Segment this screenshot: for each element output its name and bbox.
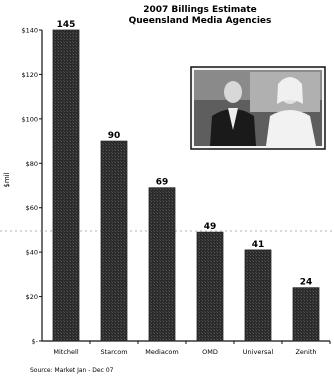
source-note: Source: Market Jan - Dec 07 [30, 367, 114, 374]
inset-photo [190, 66, 326, 150]
chart-title-line2: Queensland Media Agencies [129, 16, 272, 26]
bar [196, 231, 224, 342]
category-label: Starcom [100, 348, 127, 356]
y-tick-label: $60 [26, 204, 38, 212]
bars [52, 29, 320, 342]
y-axis-label: $mil [3, 172, 11, 187]
bar-value-label: 41 [252, 240, 265, 250]
bar-value-label: 145 [57, 20, 76, 30]
bar-value-label: 24 [300, 278, 313, 288]
y-tick-label: $- [32, 338, 39, 346]
bar-value-label: 49 [204, 222, 217, 232]
bar [244, 249, 272, 342]
y-tick-label: $100 [21, 115, 38, 123]
y-tick-label: $20 [26, 293, 38, 301]
y-tick-label: $120 [21, 71, 38, 79]
category-label: Mediacom [145, 348, 178, 356]
y-tick-label: $40 [26, 249, 38, 257]
labels: 145 Mitchell 90 Starcom 69 Mediacom 49 OMD 41 Uni… [53, 20, 316, 356]
bar [100, 140, 128, 342]
chart-title-line1: 2007 Billings Estimate [143, 5, 256, 15]
bar-value-label: 69 [156, 178, 169, 188]
axes: $- $20 $40 $60 $80 $100 $120 $140 [21, 27, 331, 346]
category-label: Mitchell [53, 348, 78, 356]
category-label: Zenith [295, 348, 316, 356]
bar [292, 287, 320, 342]
people-photo-icon [210, 77, 316, 146]
bar-value-label: 90 [108, 131, 121, 141]
bar [148, 187, 176, 342]
bar [52, 29, 80, 342]
y-tick-label: $140 [21, 27, 38, 35]
y-tick-label: $80 [26, 160, 38, 168]
category-label: Universal [243, 348, 274, 356]
category-label: OMD [202, 348, 218, 356]
